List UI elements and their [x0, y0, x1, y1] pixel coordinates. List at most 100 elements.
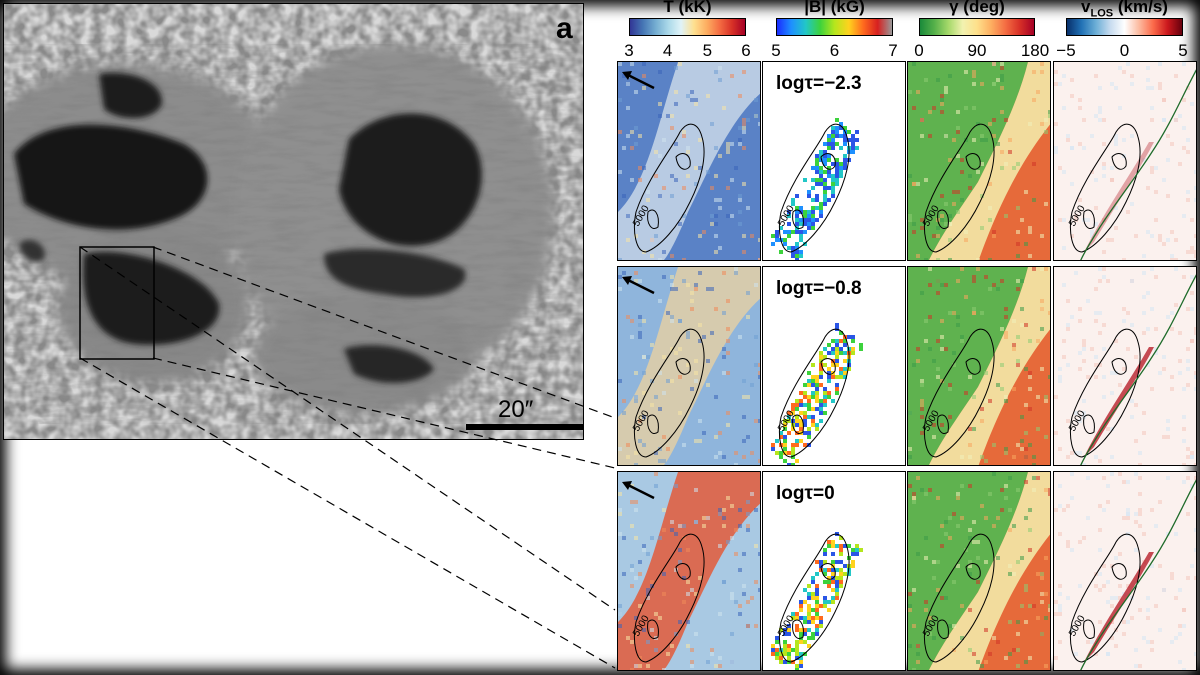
map-pixel: [1182, 415, 1186, 419]
field-pixel: [791, 648, 795, 652]
map-pixel: [912, 222, 916, 226]
field-pixel: [823, 178, 827, 182]
map-pixel: [642, 415, 646, 419]
map-pixel: [956, 210, 960, 214]
field-pixel: [839, 347, 843, 351]
map-pixel: [1186, 576, 1190, 580]
field-pixel: [811, 592, 815, 596]
field-pixel: [835, 383, 839, 387]
map-pixel: [670, 126, 674, 130]
map-pixel: [932, 636, 936, 640]
map-pixel: [928, 110, 932, 114]
map-pixel: [626, 214, 630, 218]
field-pixel: [831, 186, 835, 190]
optical-depth-label: logτ=−2.3: [776, 73, 862, 94]
map-pixel: [1058, 379, 1062, 383]
map-pixel: [1040, 600, 1044, 604]
map-pixel: [642, 371, 646, 375]
map-pixel: [754, 283, 758, 287]
map-pixel: [916, 652, 920, 656]
map-pixel: [1008, 508, 1012, 512]
map-pixel: [670, 528, 674, 532]
map-pixel: [678, 62, 682, 66]
map-pixel: [988, 258, 992, 260]
field-pixel: [807, 371, 811, 375]
map-pixel: [638, 439, 642, 443]
map-pixel: [658, 447, 662, 451]
map-pixel: [618, 624, 622, 628]
field-pixel: [815, 387, 819, 391]
field-pixel: [815, 624, 819, 628]
field-contour: [937, 414, 949, 434]
field-contour: [647, 209, 659, 229]
map-pixel: [746, 512, 750, 516]
field-pixel: [811, 226, 815, 230]
map-pixel: [1150, 166, 1154, 170]
map-pixel: [1154, 327, 1158, 331]
map-pixel: [650, 254, 654, 258]
map-pixel: [718, 664, 722, 668]
field-pixel: [803, 640, 807, 644]
map-canvas: 5000: [908, 267, 1050, 465]
map-pixel: [718, 198, 722, 202]
map-pixel: [1182, 608, 1186, 612]
map-pixel: [1032, 455, 1036, 459]
map-pixel: [1190, 291, 1194, 295]
field-pixel: [839, 126, 843, 130]
field-pixel: [851, 548, 855, 552]
map-pixel: [1070, 628, 1074, 632]
field-pixel: [811, 210, 815, 214]
map-pixel: [626, 455, 630, 459]
field-pixel: [843, 142, 847, 146]
field-pixel: [815, 218, 819, 222]
map-pixel: [630, 146, 634, 150]
map-pixel: [694, 488, 698, 492]
field-pixel: [819, 214, 823, 218]
field-pixel: [819, 355, 823, 359]
map-pixel: [1004, 315, 1008, 319]
field-pixel: [811, 375, 815, 379]
map-pixel: [1134, 439, 1138, 443]
map-pixel: [976, 540, 980, 544]
field-pixel: [851, 138, 855, 142]
field-pixel: [771, 234, 775, 238]
field-pixel: [795, 258, 799, 260]
field-pixel: [787, 652, 791, 656]
map-pixel: [1102, 162, 1106, 166]
map-pixel: [1130, 279, 1134, 283]
map-pixel: [996, 383, 1000, 387]
field-pixel: [779, 226, 783, 230]
map-pixel: [960, 170, 964, 174]
field-pixel: [779, 435, 783, 439]
map-pixel: [1062, 74, 1066, 78]
map-pixel: [742, 552, 746, 556]
map-pixel: [714, 435, 718, 439]
map-pixel: [968, 564, 972, 568]
map-pixel: [960, 604, 964, 608]
map-pixel: [1058, 640, 1062, 644]
map-pixel: [1114, 371, 1118, 375]
map-pixel: [1054, 656, 1058, 660]
map-pixel: [1082, 118, 1086, 122]
field-pixel: [831, 399, 835, 403]
polarity-inversion-line: [1080, 479, 1196, 670]
map-pixel: [1142, 311, 1146, 315]
field-pixel: [843, 158, 847, 162]
map-pixel: [1102, 174, 1106, 178]
map-pixel: [630, 568, 634, 572]
map-pixel: [1110, 596, 1114, 600]
field-contour: [1069, 533, 1141, 663]
map-pixel: [1066, 540, 1070, 544]
map-pixel: [662, 250, 666, 254]
map-pixel: [654, 472, 658, 476]
map-pixel: [718, 154, 722, 158]
field-pixel: [775, 439, 779, 443]
map-pixel: [1134, 520, 1138, 524]
map-pixel: [718, 656, 722, 660]
field-pixel: [783, 447, 787, 451]
field-pixel: [827, 170, 831, 174]
map-pixel: [1134, 548, 1138, 552]
map-pixel: [992, 283, 996, 287]
map-pixel: [996, 516, 1000, 520]
